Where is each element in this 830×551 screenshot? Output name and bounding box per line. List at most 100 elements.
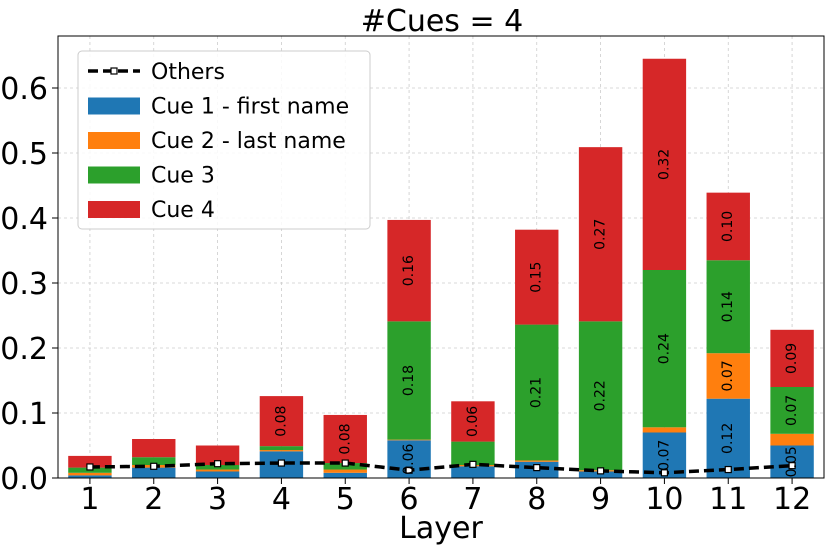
bar-data-label: 0.12 — [720, 423, 736, 454]
bar-segment — [578, 321, 623, 471]
others-line-marker — [277, 459, 286, 467]
bar-segment — [259, 446, 304, 451]
plot-area-frame — [57, 35, 825, 479]
bar-segment — [68, 475, 112, 478]
bar-data-label: 0.09 — [784, 343, 800, 374]
legend-swatch — [88, 97, 140, 115]
legend-label: Others — [151, 60, 225, 85]
legend-frame — [77, 50, 371, 230]
bar-segment — [642, 58, 687, 270]
bar-data-label: 0.08 — [273, 406, 289, 437]
legend-label: Cue 4 — [151, 198, 215, 223]
bar-segment — [323, 469, 367, 473]
x-tick-label: 11 — [709, 482, 747, 517]
bar-segment — [515, 229, 559, 325]
others-line-marker — [788, 462, 796, 470]
legend-swatch — [88, 201, 140, 218]
y-tick-label: 0.3 — [0, 267, 48, 302]
others-line-marker — [724, 465, 732, 474]
bar-segment — [68, 455, 112, 468]
bar-segment — [770, 433, 814, 446]
chart-title: #Cues = 4 — [361, 4, 523, 39]
x-tick-label: 1 — [80, 482, 99, 517]
x-tick-label: 8 — [527, 482, 546, 517]
y-tick-label: 0.4 — [0, 202, 48, 237]
x-tick-label: 9 — [591, 482, 610, 517]
others-line-marker — [405, 466, 413, 474]
bar-segment — [770, 387, 814, 434]
bar-segment — [706, 260, 750, 354]
bar-segment — [578, 147, 623, 322]
bar-segment — [387, 219, 431, 322]
others-line — [86, 459, 796, 477]
bar-segment — [706, 353, 750, 399]
bar-segment — [770, 445, 814, 478]
bar-data-labels: 0.06 0.07 0.12 0.05 0.07 0.18 0.21 0.22 0.24 0.14… — [273, 149, 800, 478]
others-line-marker — [533, 464, 541, 472]
y-tick-label: 0.0 — [0, 462, 48, 497]
bar-segment — [451, 441, 495, 465]
others-line-marker — [213, 460, 222, 468]
bar-segment — [259, 450, 304, 452]
bar-data-label: 0.21 — [529, 377, 545, 408]
bar-segment — [578, 471, 623, 478]
x-axis-label: Layer — [399, 511, 483, 546]
legend-swatch — [88, 132, 140, 149]
y-axis-ticks: 0.0 0.1 0.2 0.3 0.4 0.5 0.6 — [0, 72, 58, 497]
x-tick-label: 12 — [773, 482, 811, 517]
bar-segment — [451, 401, 495, 442]
bar-data-label: 0.24 — [656, 333, 672, 364]
bar-data-label: 0.32 — [656, 149, 672, 180]
x-tick-label: 7 — [463, 482, 482, 517]
others-line-marker — [341, 459, 349, 467]
bar-segment — [68, 472, 112, 476]
bar-data-label: 0.16 — [401, 255, 417, 286]
bar-data-label: 0.06 — [465, 406, 481, 437]
others-line-marker — [150, 462, 158, 470]
x-tick-label: 6 — [400, 482, 419, 517]
bar-data-label: 0.07 — [656, 440, 672, 471]
bar-data-label: 0.22 — [593, 380, 609, 411]
bar-segment — [132, 467, 176, 478]
x-tick-label: 4 — [272, 482, 291, 517]
bar-segment — [451, 466, 495, 478]
legend-label: Cue 3 — [151, 164, 215, 189]
bar-data-label: 0.05 — [784, 446, 800, 477]
others-line-path — [89, 461, 793, 475]
bar-data-label: 0.06 — [401, 443, 417, 474]
bar-data-label: 0.07 — [720, 360, 736, 391]
bar-segment — [515, 460, 559, 462]
legend-swatch — [88, 166, 140, 184]
y-tick-label: 0.6 — [0, 72, 48, 107]
bar-segment — [323, 472, 367, 478]
others-line-marker — [660, 469, 669, 477]
bar-segment — [195, 471, 240, 478]
others-line-marker — [596, 467, 605, 475]
bar-data-label: 0.15 — [529, 262, 545, 293]
bar-segment — [195, 445, 240, 465]
bar-segment — [706, 192, 750, 261]
y-tick-label: 0.1 — [0, 397, 48, 432]
bar-segment — [259, 396, 304, 447]
legend-swatch-others-marker — [110, 67, 118, 75]
y-tick-label: 0.5 — [0, 137, 48, 172]
bar-data-label: 0.10 — [720, 211, 736, 242]
others-line-marker — [86, 463, 94, 471]
legend-label: Cue 1 - first name — [151, 95, 349, 120]
bar-segment — [132, 439, 176, 458]
others-line-marker — [469, 460, 477, 468]
bar-data-label: 0.07 — [784, 395, 800, 426]
bar-segment — [387, 321, 431, 440]
bar-data-label: 0.18 — [401, 365, 417, 396]
bar-segment — [323, 414, 367, 464]
x-tick-label: 5 — [336, 482, 355, 517]
bar-data-label: 0.08 — [337, 423, 353, 454]
legend-label: Cue 2 - last name — [151, 129, 346, 154]
bar-segment — [195, 469, 240, 472]
x-axis-ticks: 1 2 3 4 5 6 7 8 9 10 11 12 — [80, 478, 811, 517]
bar-segment — [642, 270, 687, 428]
bar-segment — [515, 324, 559, 461]
y-tick-label: 0.2 — [0, 332, 48, 367]
bar-segment — [706, 398, 750, 478]
